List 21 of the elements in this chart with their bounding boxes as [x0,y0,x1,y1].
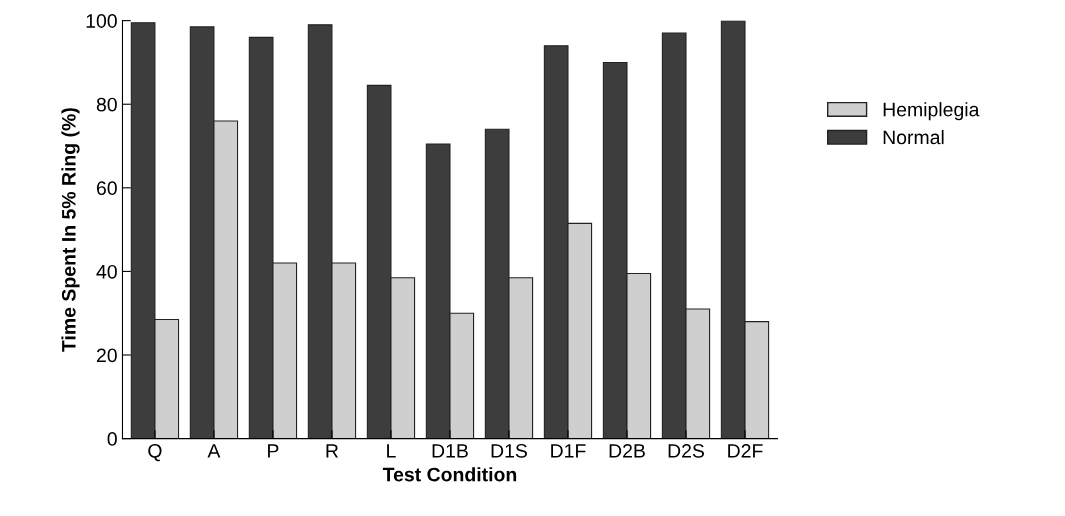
y-tick-label: 100 [86,14,117,28]
x-tick-label: D1B [432,444,468,458]
legend-label: Hemiplegia [883,102,980,121]
x-tick-label: D1F [551,444,586,458]
x-tick-label: L [387,444,396,458]
x-axis-title: Test Condition [382,467,517,482]
x-tick-label: A [207,444,221,458]
y-tick-label: 80 [96,97,117,112]
y-tick-label: 20 [96,348,117,363]
x-tick-label: D2S [668,443,705,458]
y-tick-label: 0 [107,432,117,446]
x-tick-label: P [268,444,279,458]
legend-label: Normal [883,129,944,145]
x-tick-label: R [326,444,339,458]
x-tick-label: D2F [728,443,763,458]
x-tick-label: Q [148,443,162,462]
x-tick-label: D1S [491,443,527,458]
y-axis-title: Time Spent In 5% Ring (%) [61,108,80,352]
y-tick-label: 60 [96,181,117,196]
x-tick-label: D2B [609,443,645,458]
y-tick-label: 40 [96,264,117,279]
